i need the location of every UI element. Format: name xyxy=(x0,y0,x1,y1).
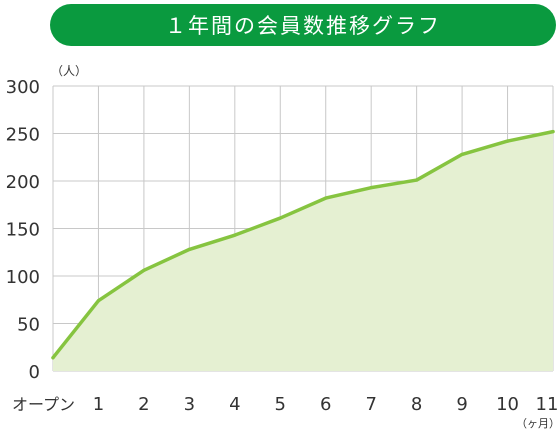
data-point-3 xyxy=(187,247,191,251)
data-point-2 xyxy=(142,268,146,272)
x-tick-label-3: 3 xyxy=(184,394,195,415)
x-axis-unit-label: （ヶ月） xyxy=(516,417,560,430)
chart-title: １年間の会員数推移グラフ xyxy=(165,14,441,38)
data-point-8 xyxy=(415,178,419,182)
x-tick-label-6: 6 xyxy=(320,394,331,415)
x-tick-label-11: 11 xyxy=(536,394,559,415)
y-tick-label-0: 0 xyxy=(29,362,40,383)
y-tick-label-300: 300 xyxy=(6,77,40,98)
x-tick-labels: オープン 1 2 3 4 5 6 7 8 9 10 11 xyxy=(12,394,558,415)
y-axis-unit-label: （人） xyxy=(51,64,87,78)
data-point-0 xyxy=(51,356,55,360)
x-tick-label-8: 8 xyxy=(411,394,422,415)
y-tick-label-250: 250 xyxy=(6,125,40,146)
series-line xyxy=(51,129,555,360)
y-tick-label-200: 200 xyxy=(6,172,40,193)
x-tick-label-1: 1 xyxy=(93,394,104,415)
data-point-10 xyxy=(505,139,510,143)
y-tick-label-100: 100 xyxy=(6,267,40,288)
area-fill xyxy=(53,131,553,371)
data-point-7 xyxy=(369,186,373,190)
data-point-5 xyxy=(278,216,282,220)
x-tick-label-2: 2 xyxy=(138,394,149,415)
x-tick-label-10: 10 xyxy=(496,394,519,415)
y-tick-label-50: 50 xyxy=(17,315,40,336)
data-point-11 xyxy=(551,130,555,134)
x-tick-label-9: 9 xyxy=(456,394,467,415)
y-tick-label-150: 150 xyxy=(6,220,40,241)
area-layer xyxy=(51,129,555,371)
x-tick-label-0: オープン xyxy=(12,395,75,414)
x-tick-label-5: 5 xyxy=(275,394,286,415)
data-point-1 xyxy=(96,299,101,303)
data-point-9 xyxy=(460,152,464,156)
chart-title-banner: １年間の会員数推移グラフ xyxy=(50,4,556,46)
y-tick-labels: 0 50 100 150 200 250 300 xyxy=(6,77,40,383)
x-tick-label-7: 7 xyxy=(365,394,376,415)
x-tick-label-4: 4 xyxy=(229,394,240,415)
data-point-4 xyxy=(233,233,237,237)
data-point-6 xyxy=(324,196,328,200)
